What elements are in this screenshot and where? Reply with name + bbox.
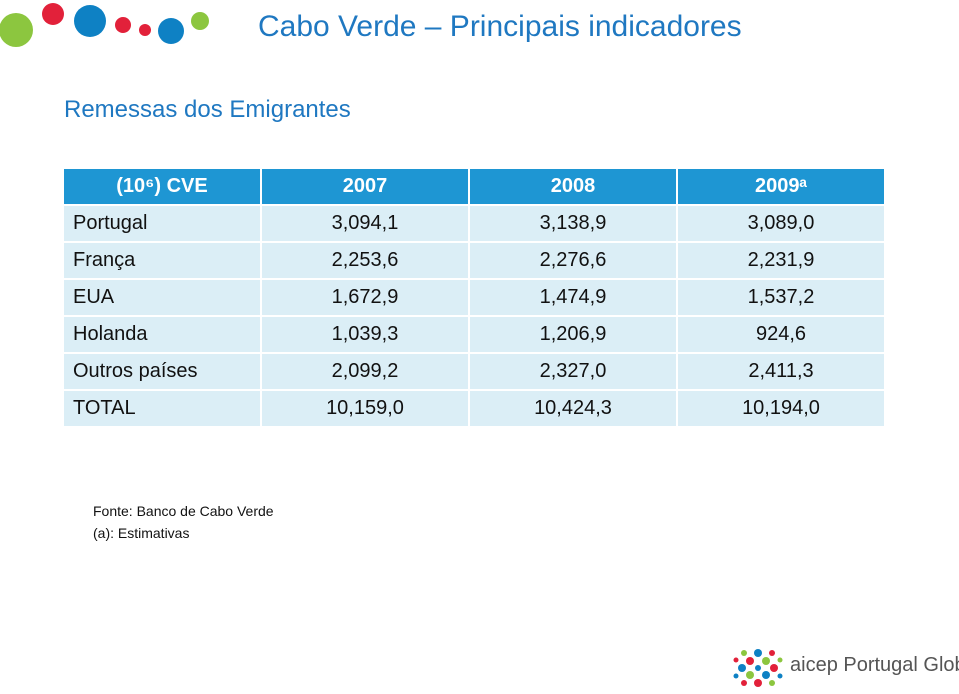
cell: 1,206,9 xyxy=(468,315,678,354)
row-label: França xyxy=(62,241,262,280)
cell: 10,424,3 xyxy=(468,389,678,428)
column-header: (10⁶) CVE xyxy=(62,167,262,206)
cell: 3,089,0 xyxy=(676,204,886,243)
cell: 3,094,1 xyxy=(260,204,470,243)
row-label: EUA xyxy=(62,278,262,317)
cell: 1,039,3 xyxy=(260,315,470,354)
cell: 1,537,2 xyxy=(676,278,886,317)
cell: 2,253,6 xyxy=(260,241,470,280)
logo-name: Portugal Global xyxy=(843,654,959,676)
row-label: Holanda xyxy=(62,315,262,354)
data-table: (10⁶) CVE 2007 2008 2009ᵃ Portugal 3,094,1 3,1… xyxy=(62,167,886,428)
cell: 10,194,0 xyxy=(676,389,886,428)
table-row: Outros países 2,099,2 2,327,0 2,411,3 xyxy=(62,352,886,391)
row-label: TOTAL xyxy=(62,389,262,428)
table-row: Holanda 1,039,3 1,206,9 924,6 xyxy=(62,315,886,354)
column-header: 2009ᵃ xyxy=(676,167,886,206)
source-note: Fonte: Banco de Cabo Verde xyxy=(93,503,274,519)
cell: 10,159,0 xyxy=(260,389,470,428)
footnote: (a): Estimativas xyxy=(93,525,190,541)
cell: 1,474,9 xyxy=(468,278,678,317)
row-label: Outros países xyxy=(62,352,262,391)
cell: 2,327,0 xyxy=(468,352,678,391)
table-row: EUA 1,672,9 1,474,9 1,537,2 xyxy=(62,278,886,317)
header-row: (10⁶) CVE 2007 2008 2009ᵃ xyxy=(62,167,886,206)
column-header: 2007 xyxy=(260,167,470,206)
logo-brand: aicep xyxy=(790,654,838,676)
table-row: Portugal 3,094,1 3,138,9 3,089,0 xyxy=(62,204,886,243)
column-header: 2008 xyxy=(468,167,678,206)
cell: 2,231,9 xyxy=(676,241,886,280)
cell: 1,672,9 xyxy=(260,278,470,317)
table-row: França 2,253,6 2,276,6 2,231,9 xyxy=(62,241,886,280)
cell: 2,411,3 xyxy=(676,352,886,391)
subtitle: Remessas dos Emigrantes xyxy=(64,96,351,123)
cell: 2,099,2 xyxy=(260,352,470,391)
cell: 2,276,6 xyxy=(468,241,678,280)
logo-text: aicep Portugal Global xyxy=(790,654,959,677)
row-label: Portugal xyxy=(62,204,262,243)
cell: 3,138,9 xyxy=(468,204,678,243)
cell: 924,6 xyxy=(676,315,886,354)
logo-mark xyxy=(733,649,783,687)
table-row: TOTAL 10,159,0 10,424,3 10,194,0 xyxy=(62,389,886,428)
decorative-dots xyxy=(0,3,209,47)
title: Cabo Verde – Principais indicadores xyxy=(258,10,742,43)
